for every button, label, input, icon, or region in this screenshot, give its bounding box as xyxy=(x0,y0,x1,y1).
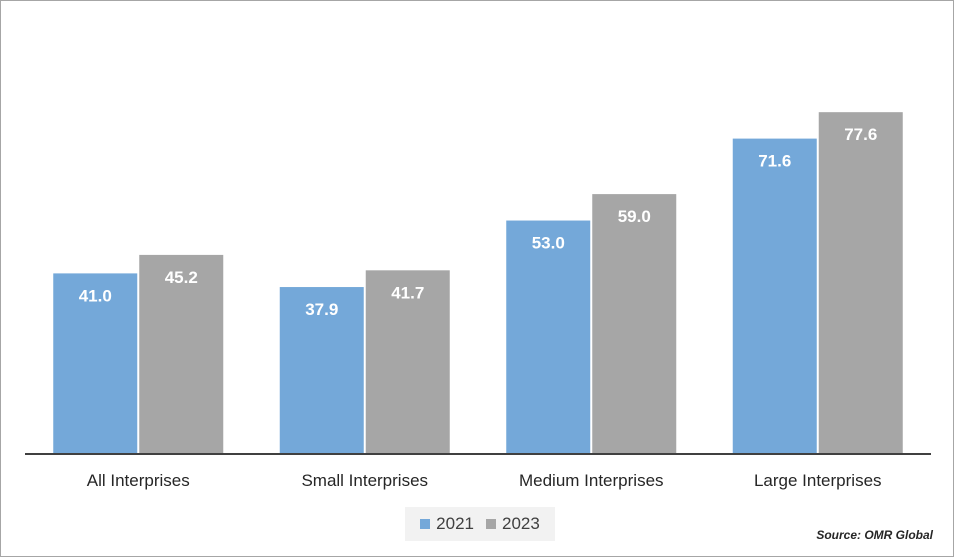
source-note: Source: OMR Global xyxy=(816,528,933,542)
bar-small-interprises-2023 xyxy=(365,270,450,454)
bar-large-interprises-2021 xyxy=(732,138,817,455)
data-label-small-interprises-2021: 37.9 xyxy=(305,300,338,319)
category-label-medium-interprises: Medium Interprises xyxy=(519,471,664,490)
legend: 2021 2023 xyxy=(405,507,555,541)
legend-label-2021: 2021 xyxy=(436,514,474,533)
data-label-small-interprises-2023: 41.7 xyxy=(391,283,424,302)
data-label-all-interprises-2023: 45.2 xyxy=(165,268,198,287)
legend-item-2021: 2021 xyxy=(420,514,474,534)
category-label-large-interprises: Large Interprises xyxy=(754,471,882,490)
bar-small-interprises-2021 xyxy=(279,287,364,454)
bar-all-interprises-2023 xyxy=(139,254,224,454)
bar-large-interprises-2023 xyxy=(818,112,903,454)
data-label-all-interprises-2021: 41.0 xyxy=(79,286,112,305)
bar-medium-interprises-2021 xyxy=(506,220,591,454)
legend-label-2023: 2023 xyxy=(502,514,540,533)
category-label-small-interprises: Small Interprises xyxy=(301,471,428,490)
legend-swatch-2021 xyxy=(420,519,431,529)
data-label-medium-interprises-2021: 53.0 xyxy=(532,234,565,253)
data-label-medium-interprises-2023: 59.0 xyxy=(618,207,651,226)
bar-medium-interprises-2023 xyxy=(592,194,677,455)
category-label-all-interprises: All Interprises xyxy=(87,471,190,490)
bar-all-interprises-2021 xyxy=(53,273,138,454)
data-label-large-interprises-2023: 77.6 xyxy=(844,125,877,144)
legend-swatch-2023 xyxy=(486,519,496,529)
legend-item-2023: 2023 xyxy=(486,514,540,534)
data-label-large-interprises-2021: 71.6 xyxy=(758,152,791,171)
